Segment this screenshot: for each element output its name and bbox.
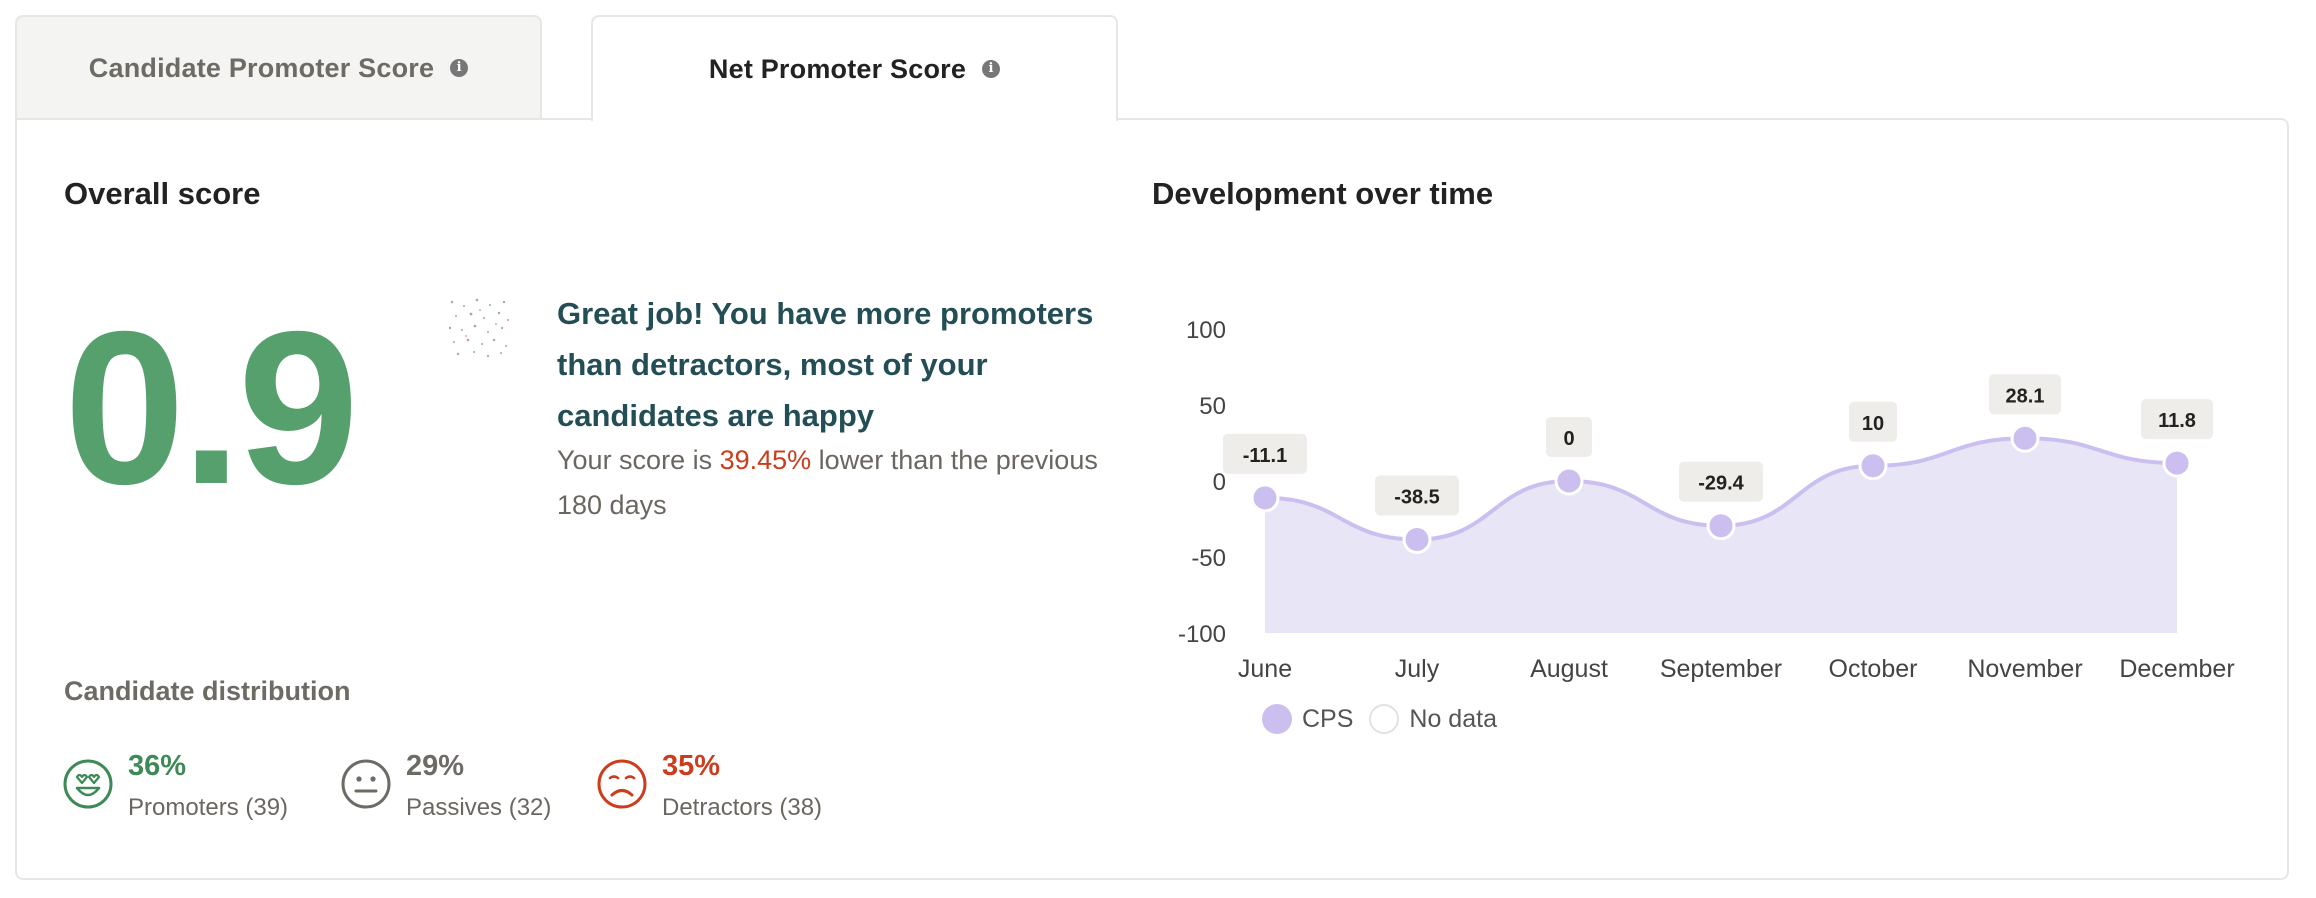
legend-swatch-cps (1262, 704, 1292, 734)
passives-percent: 29% (406, 750, 465, 782)
x-tick-label: October (1829, 655, 1918, 683)
chart-legend: CPS No data (1262, 704, 1513, 734)
y-tick-label: 50 (1199, 393, 1226, 420)
comparison-prefix: Your score is (557, 445, 720, 475)
legend-swatch-no-data (1369, 704, 1400, 734)
data-point[interactable] (2162, 448, 2192, 478)
overall-score-heading: Overall score (64, 176, 261, 211)
tab-candidate-promoter-score[interactable]: Candidate Promoter Score i (15, 15, 542, 119)
detractors-percent: 35% (662, 750, 721, 782)
legend-item-no-data[interactable]: No data (1369, 704, 1497, 734)
y-tick-label: 0 (1213, 469, 1226, 496)
data-point[interactable] (2010, 423, 2040, 453)
legend-label-no-data: No data (1409, 704, 1497, 733)
y-tick-label: -100 (1178, 621, 1226, 648)
data-point[interactable] (1402, 525, 1432, 555)
data-label: -11.1 (1243, 445, 1287, 467)
distribution-promoters: 36% Promoters (39) (62, 748, 288, 822)
broken-image-icon (448, 298, 509, 358)
info-icon[interactable]: i (982, 60, 1001, 78)
x-tick-label: June (1238, 655, 1292, 683)
heart-eyes-face-icon (63, 759, 113, 809)
y-tick-label: 100 (1186, 317, 1226, 344)
x-tick-label: August (1530, 655, 1608, 683)
detractors-label: Detractors (38) (662, 794, 823, 821)
data-point[interactable] (1858, 451, 1888, 481)
x-tick-label: September (1660, 655, 1782, 683)
legend-item-cps[interactable]: CPS (1262, 704, 1353, 734)
candidate-distribution-heading: Candidate distribution (64, 676, 351, 706)
data-label-box (1223, 433, 1307, 474)
score-message: Great job! You have more promoters than … (557, 296, 1094, 433)
comparison-percent: 39.45% (719, 445, 812, 475)
data-label-box (1849, 401, 1897, 442)
distribution-passives: 29% Passives (32) (340, 748, 551, 822)
data-label-box (1989, 374, 2061, 415)
x-tick-label: November (1967, 655, 2082, 683)
tab-net-promoter-score[interactable]: Net Promoter Score i (591, 15, 1118, 121)
overall-score-value: 0.9 (64, 287, 359, 530)
x-tick-label: December (2119, 655, 2234, 683)
y-tick-label: -50 (1191, 545, 1226, 572)
data-label-box (1679, 461, 1763, 502)
x-tick-label: July (1395, 655, 1440, 683)
data-label: 0 (1563, 428, 1574, 450)
data-label: -38.5 (1394, 487, 1440, 509)
tab-label: Net Promoter Score (708, 53, 967, 84)
data-point[interactable] (1554, 466, 1584, 496)
comparison-suffix: lower than the previous 180 days (557, 445, 1098, 520)
data-label-box (1375, 475, 1459, 516)
data-point[interactable] (1706, 511, 1736, 541)
data-label-box (2141, 399, 2213, 440)
info-icon[interactable]: i (450, 59, 469, 77)
data-label: 11.8 (2158, 410, 2196, 432)
data-label-box (1546, 417, 1592, 457)
score-comparison: Your score is 39.45% lower than the prev… (557, 438, 1137, 528)
legend-label-cps: CPS (1302, 704, 1354, 733)
neutral-face-icon (341, 759, 391, 809)
development-heading: Development over time (1152, 176, 1494, 211)
passives-label: Passives (32) (406, 794, 552, 821)
data-label: -29.4 (1698, 473, 1744, 495)
distribution-detractors: 35% Detractors (38) (596, 748, 822, 822)
promoters-percent: 36% (128, 750, 187, 782)
promoters-label: Promoters (39) (128, 794, 289, 821)
sad-face-icon (597, 759, 647, 809)
data-label: 10 (1862, 413, 1884, 435)
data-point[interactable] (1250, 483, 1280, 513)
tab-label: Candidate Promoter Score (88, 52, 435, 83)
data-label: 28.1 (2006, 385, 2045, 407)
